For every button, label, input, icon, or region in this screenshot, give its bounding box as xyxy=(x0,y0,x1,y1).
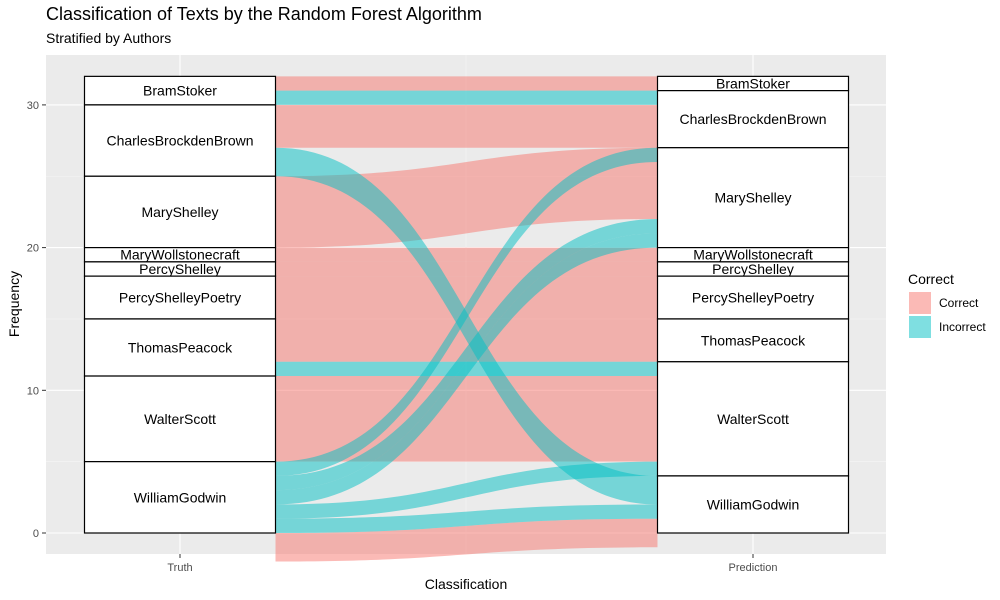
chart-title: Classification of Texts by the Random Fo… xyxy=(46,4,482,24)
prediction-stratum-label: PercyShelleyPoetry xyxy=(692,290,814,306)
truth-stratum-label: WilliamGodwin xyxy=(134,489,227,505)
truth-stratum-ThomasPeacock xyxy=(83,318,277,377)
y-tick-label: 0 xyxy=(33,528,39,540)
axes: 0 10 20 30 Truth Prediction xyxy=(27,100,778,574)
prediction-stratum-MaryShelley xyxy=(656,147,850,249)
truth-stratum-label: MaryShelley xyxy=(141,204,218,220)
flow-PercyShelleyPoetry-to-PercyShelleyPoetry xyxy=(275,276,658,319)
chart-subtitle: Stratified by Authors xyxy=(46,30,171,46)
truth-stratum-label: PercyShelley xyxy=(139,261,221,277)
flow-ThomasPeacock-to-ThomasPeacock xyxy=(275,318,658,362)
truth-stratum-WilliamGodwin xyxy=(83,461,277,534)
legend-label-incorrect: Incorrect xyxy=(939,320,986,334)
truth-stratum-BramStoker xyxy=(83,75,277,106)
truth-stratum-label: BramStoker xyxy=(143,83,217,99)
flow-WilliamGodwin-to-MaryShelley xyxy=(275,233,658,505)
flow-WilliamGodwin-to-CharlesBrockdenBrown xyxy=(275,147,658,476)
flow-WilliamGodwin-to-WalterScott xyxy=(275,461,658,519)
prediction-stratum-label: MaryShelley xyxy=(714,190,791,206)
y-tick-label: 30 xyxy=(27,100,39,112)
prediction-stratum-label: WilliamGodwin xyxy=(707,496,800,512)
flow-WilliamGodwin-to-WilliamGodwin xyxy=(275,518,658,562)
truth-stratum-MaryShelley xyxy=(83,175,277,249)
x-axis-title: Classification xyxy=(425,576,507,592)
prediction-stratum-PercyShelleyPoetry xyxy=(656,275,850,320)
prediction-stratum-ThomasPeacock xyxy=(656,318,850,363)
flow-WilliamGodwin-to-MaryShelley xyxy=(275,219,658,491)
truth-stratum-label: CharlesBrockdenBrown xyxy=(106,133,253,149)
prediction-stratum-CharlesBrockdenBrown xyxy=(656,90,850,149)
prediction-stratum-label: MaryWollstonecraft xyxy=(693,247,813,263)
flow-WilliamGodwin-to-WilliamGodwin xyxy=(275,504,658,533)
y-axis-title: Frequency xyxy=(6,271,22,337)
flow-CharlesBrockdenBrown-to-CharlesBrockdenBrown xyxy=(275,104,658,148)
prediction-stratum-label: CharlesBrockdenBrown xyxy=(679,111,826,127)
flow-WalterScott-to-WalterScott xyxy=(275,376,658,462)
prediction-stratum-WilliamGodwin xyxy=(656,475,850,534)
prediction-stratum-label: WalterScott xyxy=(717,411,789,427)
legend-key-incorrect xyxy=(909,316,931,338)
prediction-stratum-label: PercyShelley xyxy=(712,261,794,277)
legend-title: Correct xyxy=(908,271,954,287)
flow-PercyShelley-to-PercyShelley xyxy=(275,261,658,277)
legend: Correct Correct Incorrect xyxy=(908,271,986,338)
strata: BramStoker CharlesBrockdenBrown MaryShelle… xyxy=(83,75,850,534)
x-tick-label: Truth xyxy=(167,562,192,574)
truth-stratum-label: ThomasPeacock xyxy=(128,339,233,355)
flow-MaryShelley-to-MaryShelley xyxy=(275,147,658,248)
flow-CharlesBrockdenBrown-to-WilliamGodwin xyxy=(275,147,658,505)
truth-stratum-CharlesBrockdenBrown xyxy=(83,104,277,177)
y-tick-label: 20 xyxy=(27,243,39,255)
truth-stratum-label: PercyShelleyPoetry xyxy=(119,290,241,306)
truth-stratum-label: WalterScott xyxy=(144,411,216,427)
flows xyxy=(275,76,658,562)
truth-stratum-label: MaryWollstonecraft xyxy=(120,247,240,263)
flow-BramStoker-to-CharlesBrockdenBrown xyxy=(275,90,658,105)
x-tick-label: Prediction xyxy=(729,562,778,574)
prediction-stratum-label: BramStoker xyxy=(716,75,790,91)
flow-BramStoker-to-BramStoker xyxy=(275,76,658,91)
legend-label-correct: Correct xyxy=(939,296,979,310)
prediction-stratum-WalterScott xyxy=(656,361,850,477)
legend-key-correct xyxy=(909,292,931,314)
y-tick-label: 10 xyxy=(27,385,39,397)
prediction-stratum-label: ThomasPeacock xyxy=(701,332,806,348)
